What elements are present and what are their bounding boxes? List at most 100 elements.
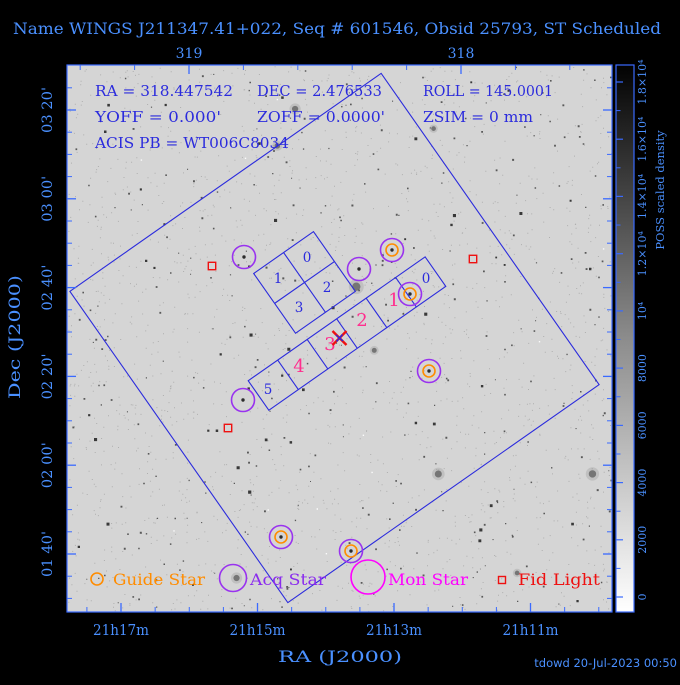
guide-star-circle xyxy=(344,544,358,558)
chip-label-4-on: 4 xyxy=(293,356,304,377)
bottom-axis-label-21h17m: 21h17m xyxy=(93,621,149,639)
colorbar-border xyxy=(615,64,635,613)
galaxy-blob xyxy=(431,126,436,131)
colorbar-tick-label: 1.8×10⁴ xyxy=(636,59,649,105)
guide-star-circle xyxy=(385,243,399,257)
galaxy-blob xyxy=(514,570,520,576)
colorbar-tick-label: 1.4×10⁴ xyxy=(636,173,649,219)
acq-star-circle xyxy=(231,244,257,270)
colorbar-tick-label: 1.6×10⁴ xyxy=(636,116,649,162)
colorbar: 0 2000 4000 6000 8000 10⁴ 1.2×10⁴ 1.4×10⁴ 1.6×10… xyxy=(615,59,667,613)
acis-i-array xyxy=(252,230,357,335)
zoff-readout: ZOFF = 0.0000' xyxy=(257,108,385,126)
legend: Guide Star Acq Star Mon Star Fid Light xyxy=(90,559,601,595)
colorbar-tick-label: 8000 xyxy=(636,354,649,382)
chip-label-3-off: 3 xyxy=(295,300,304,316)
chip-label-2-on: 2 xyxy=(356,310,367,331)
guide-star-circle xyxy=(403,287,417,301)
bottom-axis-label-21h11m: 21h11m xyxy=(503,621,559,639)
roll-readout: ROLL = 145.0001 xyxy=(423,82,553,100)
star-dot xyxy=(241,398,245,402)
colorbar-ticks-and-labels: 0 2000 4000 6000 8000 10⁴ 1.2×10⁴ 1.4×10⁴ 1.6×10… xyxy=(616,59,649,601)
top-axis-label-319: 319 xyxy=(176,46,203,62)
colorbar-tick-label: 6000 xyxy=(636,411,649,439)
galaxy-blob xyxy=(371,347,377,353)
acq-star-circle xyxy=(346,256,372,282)
chip-label-1-off: 1 xyxy=(274,271,283,287)
yoff-readout: YOFF = 0.000' xyxy=(94,108,221,126)
colorbar-tick-label: 0 xyxy=(636,594,649,601)
legend-guide-star-label: Guide Star xyxy=(113,570,205,589)
zsim-readout: ZSIM = 0 mm xyxy=(423,108,533,126)
left-axis-label: 03 00' xyxy=(40,176,56,222)
star-dot xyxy=(427,369,431,373)
star-dot xyxy=(357,267,361,271)
star-dot xyxy=(349,549,353,553)
star-dot xyxy=(390,248,394,252)
galaxy-blob xyxy=(233,574,240,582)
guide-star-circle xyxy=(274,530,288,544)
aimpoint-target-x xyxy=(335,334,344,342)
mon-star-icon xyxy=(350,559,386,595)
datestamp: tdowd 20-Jul-2023 00:50 xyxy=(534,656,677,670)
chip-label-1-on: 1 xyxy=(388,290,399,311)
fid-light-square xyxy=(223,423,233,433)
fid-light-icon xyxy=(497,575,507,585)
star-dot xyxy=(408,292,412,296)
star-markers xyxy=(207,237,478,564)
acq-star-circle xyxy=(268,524,294,550)
observation-title: Name WINGS J211347.41+022, Seq # 601546,… xyxy=(13,19,661,38)
left-axis-label: 02 20' xyxy=(40,353,56,399)
bottom-axis-label-21h13m: 21h13m xyxy=(366,621,422,639)
colorbar-tick-label: 1.2×10⁴ xyxy=(636,231,649,277)
chip-label-3-on: 3 xyxy=(324,334,335,355)
acis-s-array xyxy=(247,256,447,411)
fov-square xyxy=(69,72,600,604)
galaxy-blob xyxy=(291,105,299,113)
detector-outlines xyxy=(69,72,600,604)
top-axis-label-318: 318 xyxy=(448,46,475,62)
colorbar-gradient xyxy=(616,65,634,612)
colorbar-title: POSS scaled density xyxy=(653,130,667,250)
acq-star-circle xyxy=(397,281,423,307)
pointing-info: RA = 318.447542 DEC = 2.476533 ROLL = 14… xyxy=(94,82,553,152)
chip-label-0-off: 0 xyxy=(303,250,312,266)
star-dot xyxy=(279,535,283,539)
acis-pb-readout: ACIS PB = WT006C8034 xyxy=(94,134,289,152)
galaxy-blob xyxy=(434,470,442,478)
fid-light-square xyxy=(468,254,478,264)
galaxy-blob xyxy=(588,470,597,478)
left-axis-label: 01 40' xyxy=(40,531,56,577)
acq-star-icon xyxy=(218,563,248,593)
left-axis-label: 02 00' xyxy=(40,442,56,488)
left-axis-label: 03 20' xyxy=(40,87,56,133)
dec-readout: DEC = 2.476533 xyxy=(257,82,382,100)
left-axis-label: 02 40' xyxy=(40,265,56,311)
legend-mon-star-label: Mon Star xyxy=(388,570,468,589)
guide-star-icon xyxy=(90,572,104,586)
acq-star-circle xyxy=(379,237,405,263)
y-axis-title: Dec (J2000) xyxy=(5,275,24,399)
galaxy-blob xyxy=(352,282,361,291)
star-dot xyxy=(242,255,246,259)
ra-readout: RA = 318.447542 xyxy=(95,82,233,100)
colorbar-tick-label: 2000 xyxy=(636,526,649,554)
colorbar-tick-label: 4000 xyxy=(636,469,649,497)
acq-star-circle xyxy=(230,387,256,413)
fid-light-square xyxy=(207,261,217,271)
legend-fid-light-label: Fid Light xyxy=(518,570,601,589)
bottom-axis-label-21h15m: 21h15m xyxy=(230,621,286,639)
chip-label-2-off: 2 xyxy=(323,280,332,296)
x-axis-title: RA (J2000) xyxy=(278,647,402,666)
chip-label-5-off: 5 xyxy=(264,382,273,398)
axis-ticks xyxy=(67,65,612,612)
plot-frame xyxy=(66,64,613,613)
acq-star-circle xyxy=(338,538,364,564)
guide-star-circle xyxy=(422,364,436,378)
legend-acq-star-label: Acq Star xyxy=(249,570,326,589)
colorbar-tick-label: 10⁴ xyxy=(636,301,649,320)
chip-label-0-off: 0 xyxy=(422,271,431,287)
